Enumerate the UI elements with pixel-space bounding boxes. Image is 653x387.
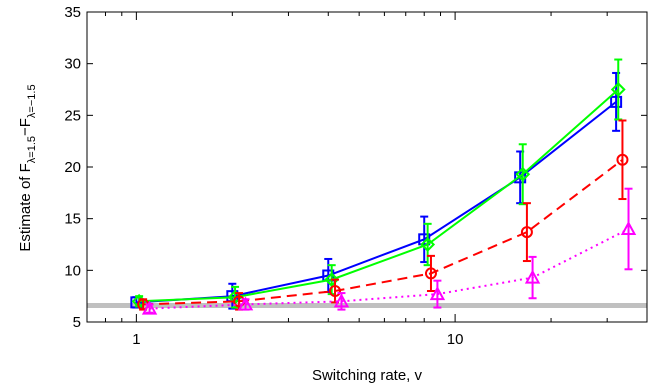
y-tick-label: 35 — [64, 4, 81, 21]
x-tick-label: 10 — [447, 331, 464, 348]
y-tick-label: 10 — [64, 262, 81, 279]
data-point — [141, 300, 158, 315]
data-point — [237, 296, 254, 311]
data-point — [329, 285, 342, 297]
data-point — [620, 220, 637, 235]
y-axis-label-main: Estimate of F — [17, 163, 34, 251]
data-point — [424, 267, 437, 280]
data-point — [333, 293, 350, 308]
series-line — [143, 159, 624, 306]
series-line — [149, 228, 629, 310]
y-axis-label-sub1: λ=1.5 — [26, 136, 38, 163]
y-tick-label: 30 — [64, 56, 81, 73]
data-point — [420, 237, 436, 252]
data-point — [520, 226, 533, 239]
series-2 — [131, 58, 626, 309]
data-point — [429, 286, 446, 301]
y-tick-label: 20 — [64, 159, 81, 176]
plot-area — [87, 12, 647, 322]
series-4 — [141, 187, 637, 315]
data-point — [524, 269, 541, 284]
y-axis-label-sub2: λ=−1.5 — [26, 84, 38, 118]
data-point — [610, 95, 623, 108]
data-point — [515, 166, 531, 182]
data-point — [610, 82, 626, 97]
series-line — [139, 88, 619, 303]
x-tick-label: 1 — [132, 331, 140, 348]
y-tick-label: 15 — [64, 211, 81, 228]
data-point — [324, 272, 340, 288]
x-axis-label: Switching rate, v — [312, 367, 423, 384]
data-point — [616, 153, 629, 166]
y-tick-label: 25 — [64, 107, 81, 124]
y-tick-label: 5 — [73, 314, 81, 331]
series-3 — [137, 119, 629, 311]
y-axis-label-mid: −F — [17, 118, 34, 136]
y-axis-label: Estimate of Fλ=1.5−Fλ=−1.5 — [17, 84, 38, 251]
